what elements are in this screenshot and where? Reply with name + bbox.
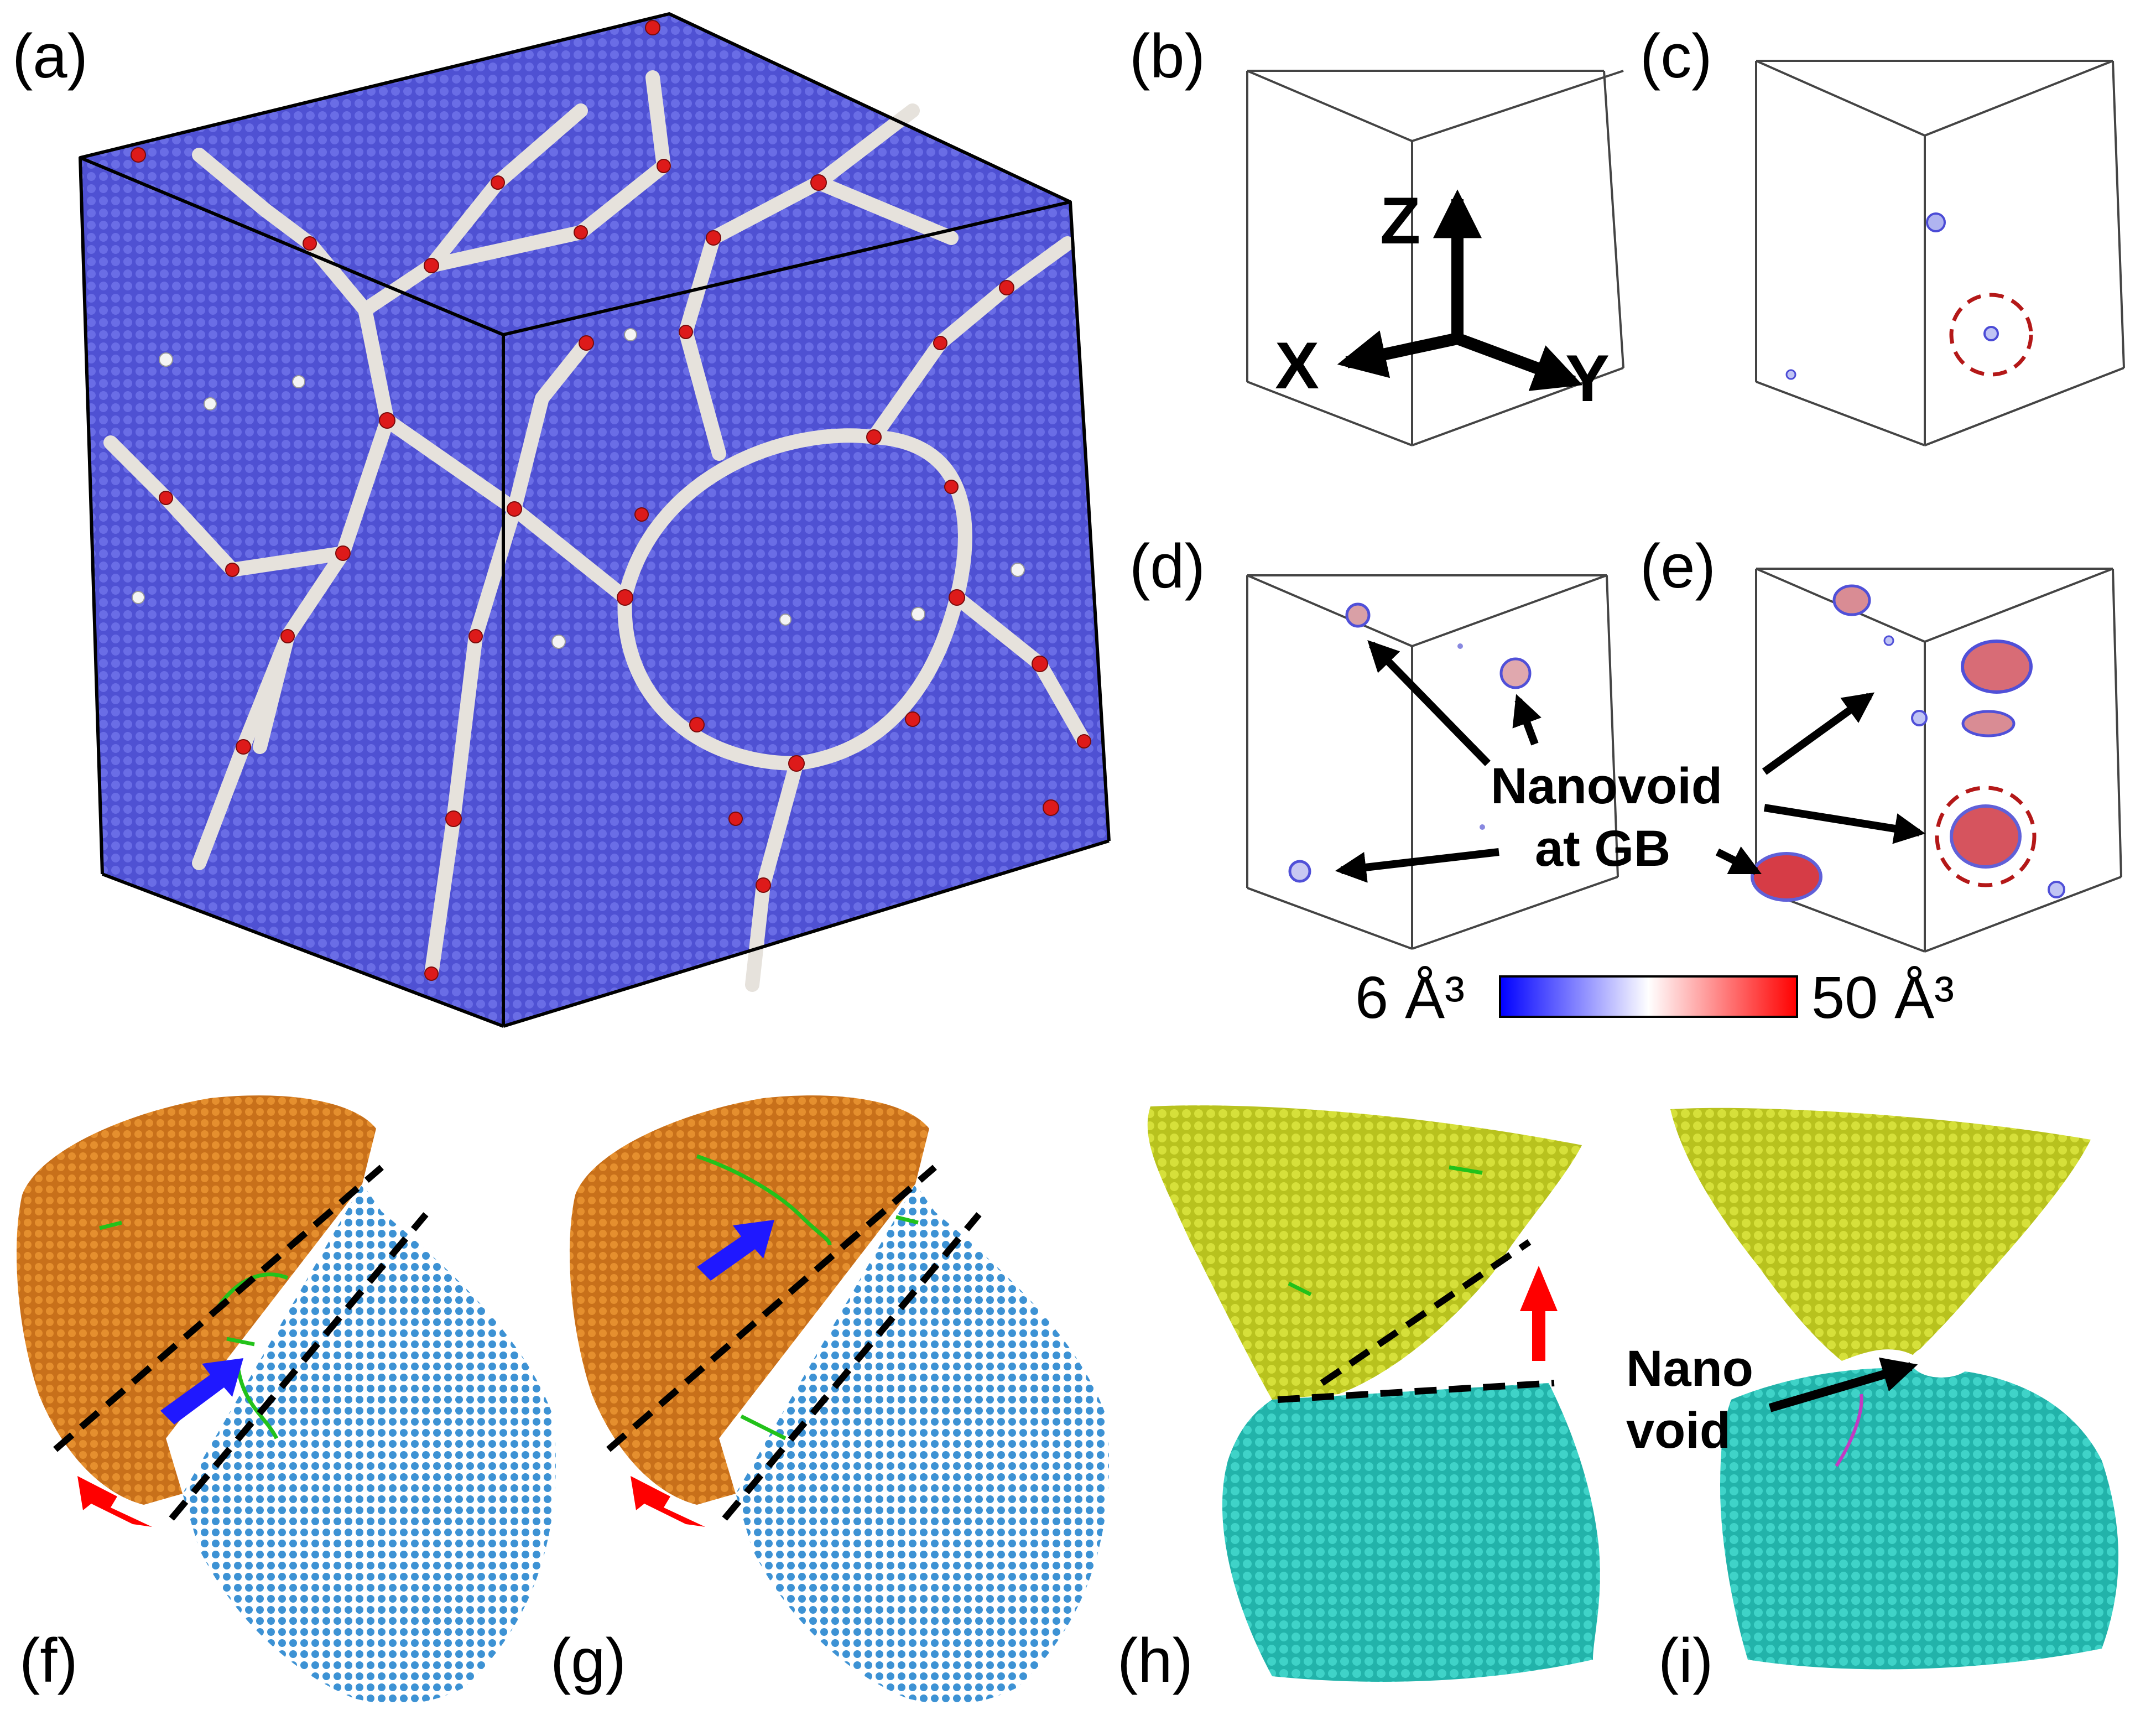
grain-blue-g xyxy=(736,1184,1109,1704)
gb-dashed-line-h2 xyxy=(1320,1239,1532,1386)
nanovoid-i xyxy=(1911,1344,1972,1378)
gb-dashed-line-f2 xyxy=(169,1212,429,1521)
cube-left-face xyxy=(80,158,503,1026)
grain-cyan-h xyxy=(1222,1383,1600,1682)
panel-label-f: (f) xyxy=(19,1626,78,1695)
panel-label-b: (b) xyxy=(1129,22,1205,91)
red-arrow-g xyxy=(631,1476,705,1527)
nanovoid-arrows-e xyxy=(1715,692,1926,875)
panel-e-voids xyxy=(1751,584,2065,902)
panel-d-box xyxy=(1246,574,1619,950)
red-arrow-f xyxy=(77,1476,152,1527)
panel-label-i: (i) xyxy=(1658,1626,1713,1695)
panel-h-bicrystal xyxy=(1147,1105,1600,1682)
cube-edges xyxy=(79,12,1111,1028)
annotation-void: void xyxy=(1626,1402,1731,1459)
dislocation-lines-h xyxy=(1288,1165,1483,1297)
panel-d-voids xyxy=(1288,602,1532,883)
gb-dashed-line-f1 xyxy=(53,1165,384,1452)
annotation-at-gb: at GB xyxy=(1535,820,1670,877)
defect-atoms xyxy=(131,20,1091,981)
axis-z-label: Z xyxy=(1380,184,1420,258)
grain-cyan-i xyxy=(1720,1368,2118,1670)
annotation-nano: Nano xyxy=(1626,1340,1753,1397)
grain-blue-f xyxy=(183,1184,556,1704)
panel-label-g: (g) xyxy=(550,1626,626,1695)
red-arrow-h xyxy=(1520,1266,1558,1361)
panel-label-a: (a) xyxy=(12,22,88,91)
grain-yellow-i xyxy=(1670,1108,2091,1361)
grain-yellow-h xyxy=(1147,1105,1582,1400)
panel-g-bicrystal xyxy=(570,1095,1109,1704)
white-atoms xyxy=(132,328,1025,649)
colorbar-max-label: 50 Å³ xyxy=(1811,964,1954,1031)
panel-b-box xyxy=(1246,70,1624,446)
panel-label-e: (e) xyxy=(1640,532,1716,601)
panel-c-box xyxy=(1755,60,2125,446)
cube-right-face xyxy=(503,202,1109,1026)
dislocation-lines-g xyxy=(696,1154,919,1441)
axis-arrows xyxy=(1337,189,1583,391)
axis-y-label: Y xyxy=(1565,341,1610,415)
panel-label-d: (d) xyxy=(1129,532,1205,601)
panel-label-c: (c) xyxy=(1640,22,1712,91)
blue-arrow-f xyxy=(160,1358,243,1425)
panel-label-h: (h) xyxy=(1117,1626,1193,1695)
nanovoid-arrows-d xyxy=(1335,640,1542,883)
colorbar xyxy=(1499,975,1798,1018)
panel-c-voids xyxy=(1785,212,2033,380)
panel-i-bicrystal xyxy=(1670,1108,2118,1670)
nanovoid-arrow-i xyxy=(1768,1357,1918,1412)
axis-x-label: X xyxy=(1275,329,1319,403)
dashed-circle-c xyxy=(1949,293,2033,377)
annotation-nanovoid: Nanovoid xyxy=(1491,758,1722,814)
gb-dashed-line-h1 xyxy=(1277,1380,1555,1403)
gb-dashed-line-g2 xyxy=(722,1212,982,1521)
dashed-circle-e xyxy=(1935,786,2037,887)
panel-f-bicrystal xyxy=(17,1095,556,1704)
dislocation-line-i xyxy=(1835,1394,1863,1467)
colorbar-min-label: 6 Å³ xyxy=(1355,964,1465,1031)
panel-a-cube xyxy=(79,12,1111,1028)
blue-arrow-g xyxy=(697,1220,774,1281)
gb-dashed-line-g1 xyxy=(606,1165,937,1452)
